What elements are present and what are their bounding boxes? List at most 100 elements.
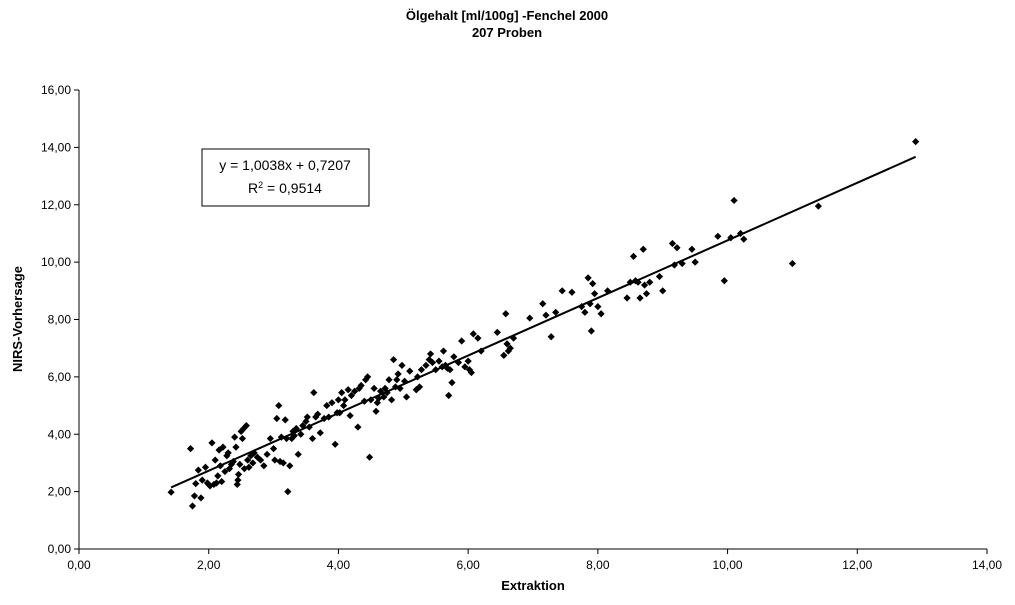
r-squared-superscript: 2 xyxy=(258,180,263,190)
data-point xyxy=(277,433,285,441)
x-tick-label: 14,00 xyxy=(972,558,1002,572)
data-point xyxy=(381,384,389,392)
data-point xyxy=(659,287,667,295)
data-point xyxy=(426,350,435,358)
data-point xyxy=(273,414,281,423)
data-point xyxy=(668,239,677,248)
data-point xyxy=(224,449,232,457)
data-point xyxy=(206,482,214,490)
data-point xyxy=(691,258,699,266)
data-point xyxy=(402,393,411,401)
data-point xyxy=(458,337,466,345)
data-point xyxy=(428,358,437,367)
data-point xyxy=(354,423,362,431)
data-point xyxy=(269,444,278,453)
data-point xyxy=(688,245,696,253)
data-point xyxy=(211,456,219,464)
data-point xyxy=(197,494,205,502)
data-point xyxy=(542,311,550,319)
data-point xyxy=(584,274,592,282)
data-point xyxy=(714,232,722,240)
data-point xyxy=(372,407,380,415)
data-point xyxy=(435,357,443,365)
data-point xyxy=(526,314,534,322)
data-point xyxy=(373,399,381,407)
data-point xyxy=(212,479,221,487)
data-point xyxy=(310,389,318,397)
trendline xyxy=(170,155,917,489)
trendline-equation: y = 1,0038x + 0,7207 xyxy=(219,157,351,173)
data-point xyxy=(380,393,388,401)
data-point xyxy=(603,287,612,295)
data-points xyxy=(167,138,920,510)
data-point xyxy=(640,281,649,289)
data-point xyxy=(231,433,239,441)
data-point xyxy=(655,272,664,281)
data-point xyxy=(186,444,195,453)
data-point xyxy=(227,460,236,468)
data-point xyxy=(400,377,409,385)
x-axis-label: Extraktion xyxy=(501,578,565,593)
x-tick-label: 0,00 xyxy=(67,558,91,572)
data-point xyxy=(673,244,681,252)
r-squared-label: R2 = 0,9514 xyxy=(248,180,322,196)
data-point xyxy=(504,347,512,355)
data-point xyxy=(814,202,822,210)
data-point xyxy=(912,138,920,146)
data-point xyxy=(260,462,268,470)
data-point xyxy=(346,412,354,420)
data-point xyxy=(597,310,605,318)
data-point xyxy=(509,334,518,342)
data-point xyxy=(198,476,206,484)
data-point xyxy=(284,488,292,496)
chart-title: Ölgehalt [ml/100g] -Fenchel 2000 xyxy=(406,8,608,23)
data-point xyxy=(357,381,365,390)
data-point xyxy=(308,434,317,443)
data-point xyxy=(389,356,398,364)
data-point xyxy=(365,453,374,461)
data-point xyxy=(234,476,242,484)
data-point xyxy=(448,379,456,387)
data-point xyxy=(385,376,393,384)
data-point xyxy=(443,364,451,372)
data-point xyxy=(474,334,482,342)
r-squared-value: = 0,9514 xyxy=(263,180,322,196)
data-point xyxy=(558,287,566,295)
data-point xyxy=(626,278,634,286)
data-point xyxy=(642,290,651,298)
data-point xyxy=(636,294,644,302)
data-point xyxy=(253,453,261,461)
data-point xyxy=(328,399,336,407)
data-point xyxy=(581,308,589,316)
data-point xyxy=(286,462,294,470)
data-point xyxy=(445,391,453,400)
data-point xyxy=(232,443,240,451)
data-point xyxy=(396,384,404,392)
data-point xyxy=(236,460,244,468)
data-point xyxy=(250,449,258,457)
data-point xyxy=(493,328,501,337)
data-point xyxy=(341,396,349,404)
data-point xyxy=(629,252,638,260)
data-point xyxy=(263,450,271,458)
data-point xyxy=(589,280,597,288)
data-point xyxy=(364,373,372,381)
data-point xyxy=(188,502,197,510)
data-point xyxy=(370,384,378,392)
data-point xyxy=(740,235,748,243)
y-tick-label: 4,00 xyxy=(48,427,72,441)
data-point xyxy=(234,470,243,479)
data-point xyxy=(439,347,448,355)
data-point xyxy=(646,278,654,286)
y-tick-label: 6,00 xyxy=(48,370,72,384)
y-tick-labels: 0,00 2,00 4,00 6,00 8,00 10,00 12,00 14,00 16,00 xyxy=(41,83,71,556)
data-point xyxy=(388,396,396,404)
data-point xyxy=(417,366,426,374)
data-point xyxy=(344,386,352,394)
data-point xyxy=(398,361,406,369)
data-point xyxy=(276,457,284,466)
x-axis-ticks xyxy=(78,549,988,554)
x-tick-label: 6,00 xyxy=(456,558,480,572)
data-point xyxy=(383,389,391,397)
data-point xyxy=(218,477,226,486)
